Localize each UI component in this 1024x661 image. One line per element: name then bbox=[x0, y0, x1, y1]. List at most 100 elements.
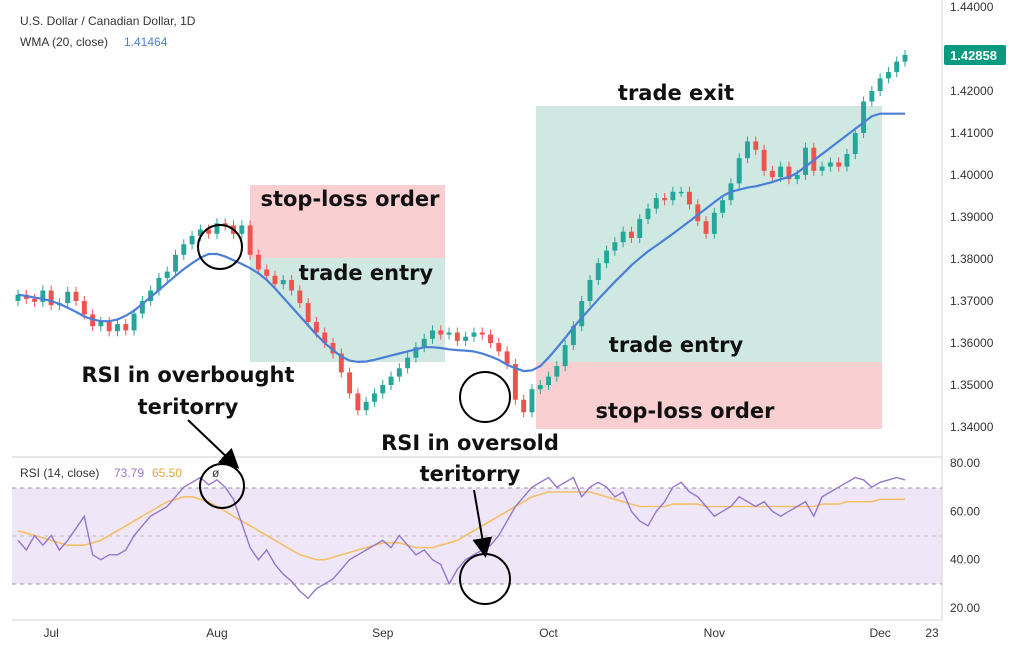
candle-body bbox=[413, 347, 419, 358]
candle-body bbox=[189, 235, 195, 245]
trade-entry-label-2: trade entry bbox=[609, 333, 744, 357]
time-axis: Jul Aug Sep Oct Nov Dec 23 bbox=[43, 626, 939, 640]
candle-body bbox=[388, 376, 394, 385]
stop-loss-zone-2 bbox=[536, 362, 882, 429]
candle-body bbox=[438, 330, 444, 335]
oversold-arrow bbox=[472, 489, 493, 558]
candle-body bbox=[595, 263, 601, 280]
candle-body bbox=[280, 280, 286, 285]
candle-body bbox=[488, 334, 493, 343]
price-tick-label: 1.36000 bbox=[950, 336, 994, 350]
candle-body bbox=[479, 332, 485, 335]
rsi-tick-label: 20.00 bbox=[950, 601, 980, 615]
candle-body bbox=[289, 280, 295, 291]
candle-body bbox=[272, 275, 278, 285]
candle-body bbox=[396, 368, 402, 377]
wma-legend-value: 1.41464 bbox=[124, 35, 168, 49]
candle-body bbox=[139, 301, 145, 314]
candle-body bbox=[902, 54, 908, 62]
candle-body bbox=[512, 364, 518, 400]
candle-body bbox=[736, 158, 742, 184]
price-axis: 1.44000 1.42000 1.41000 1.40000 1.39000 1.380… bbox=[950, 0, 994, 434]
price-peak-circle bbox=[197, 224, 243, 270]
candle-body bbox=[239, 225, 245, 234]
candle-body bbox=[761, 149, 767, 171]
rsi-overbought-label-line2: teritorry bbox=[138, 395, 239, 419]
rsi-legend-label: RSI (14, close) bbox=[20, 466, 99, 480]
last-price-value: 1.42858 bbox=[950, 48, 997, 63]
candle-body bbox=[786, 166, 792, 180]
wma-line bbox=[17, 112, 905, 373]
candle-body bbox=[877, 78, 883, 91]
candle-body bbox=[570, 326, 576, 346]
candle-body bbox=[529, 389, 535, 413]
trade-entry-label-1: trade entry bbox=[299, 261, 434, 285]
candle-body bbox=[861, 101, 867, 133]
candle-body bbox=[255, 254, 261, 270]
candle-body bbox=[181, 244, 187, 255]
candle-body bbox=[430, 330, 435, 339]
candle-body bbox=[711, 212, 717, 234]
candle-body bbox=[869, 91, 875, 102]
candle-body bbox=[554, 366, 560, 377]
candlesticks bbox=[15, 49, 908, 418]
candle-body bbox=[827, 162, 833, 167]
candle-body bbox=[537, 385, 543, 390]
candle-body bbox=[222, 223, 228, 226]
candle-body bbox=[612, 242, 618, 251]
candle-body bbox=[753, 141, 759, 150]
time-tick-label: Oct bbox=[539, 626, 558, 640]
candle-body bbox=[496, 343, 502, 352]
candle-body bbox=[620, 231, 626, 243]
candle-body bbox=[844, 154, 850, 167]
stop-loss-zone-1 bbox=[250, 185, 445, 258]
time-tick-label: Sep bbox=[372, 626, 394, 640]
candle-body bbox=[836, 162, 842, 167]
candle-body bbox=[405, 357, 411, 369]
time-tick-label: Dec bbox=[869, 626, 890, 640]
candle-body bbox=[446, 332, 452, 335]
rsi-tick-label: 80.00 bbox=[950, 456, 980, 470]
trade-zone-2 bbox=[536, 106, 882, 362]
price-tick-label: 1.40000 bbox=[950, 168, 994, 182]
candle-body bbox=[819, 166, 825, 171]
candle-body bbox=[305, 303, 311, 322]
time-tick-label: Aug bbox=[206, 626, 227, 640]
trade-exit-label: trade exit bbox=[618, 81, 734, 105]
candle-body bbox=[579, 301, 585, 327]
candle-body bbox=[687, 191, 692, 205]
candle-body bbox=[803, 147, 808, 175]
candle-body bbox=[628, 231, 634, 238]
time-tick-label: Jul bbox=[43, 626, 58, 640]
price-tick-label: 1.34000 bbox=[950, 420, 994, 434]
candle-body bbox=[653, 198, 659, 209]
candle-body bbox=[338, 353, 344, 373]
candle-body bbox=[546, 376, 552, 385]
candle-body bbox=[852, 133, 858, 154]
price-tick-label: 1.38000 bbox=[950, 252, 994, 266]
candle-body bbox=[604, 250, 610, 264]
candle-body bbox=[504, 351, 510, 364]
candle-body bbox=[264, 269, 270, 276]
rsi-tick-label: 40.00 bbox=[950, 553, 980, 567]
rsi-ma-legend-value: 65.50 bbox=[152, 466, 182, 480]
symbol-title: U.S. Dollar / Canadian Dollar, 1D bbox=[20, 14, 196, 28]
candle-body bbox=[98, 322, 104, 327]
candle-body bbox=[106, 322, 112, 332]
candle-body bbox=[521, 399, 527, 413]
candle-body bbox=[81, 301, 87, 315]
price-tick-label: 1.39000 bbox=[950, 210, 994, 224]
rsi-axis: 80.00 60.00 40.00 20.00 bbox=[950, 456, 980, 615]
candle-body bbox=[73, 291, 79, 301]
candle-body bbox=[164, 271, 170, 278]
wma-legend-label: WMA (20, close) bbox=[20, 35, 108, 49]
time-tick-label: 23 bbox=[925, 626, 939, 640]
price-tick-label: 1.42000 bbox=[950, 84, 994, 98]
candle-body bbox=[15, 294, 21, 301]
candle-body bbox=[885, 72, 891, 79]
time-tick-label: Nov bbox=[704, 626, 725, 640]
candle-body bbox=[297, 290, 303, 304]
candle-body bbox=[562, 345, 568, 367]
candle-body bbox=[421, 338, 427, 348]
rsi-overbought-label-line1: RSI in overbought bbox=[81, 363, 294, 387]
